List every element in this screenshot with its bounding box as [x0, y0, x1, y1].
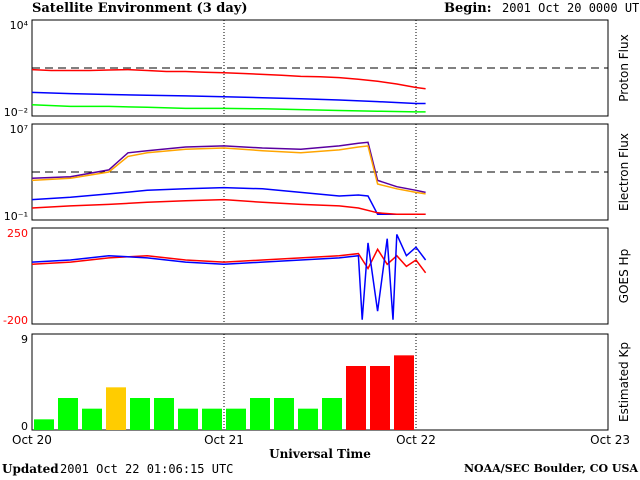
y-tick-bottom-kp: 0: [21, 420, 28, 433]
credit-text: NOAA/SEC Boulder, CO USA: [463, 462, 638, 475]
updated-value: 2001 Oct 22 01:06:15 UTC: [60, 462, 234, 476]
kp-bar-11: [298, 408, 318, 430]
y-axis-label-goes_hp: GOES Hp: [617, 249, 631, 303]
begin-label: Begin:: [444, 1, 492, 16]
kp-bar-8: [226, 408, 246, 430]
x-axis-title: Universal Time: [269, 447, 371, 461]
x-tick-label-1: Oct 21: [204, 433, 244, 447]
series-line-proton-green: [31, 104, 426, 113]
y-tick-top-electron: 10⁷: [10, 123, 28, 136]
kp-bar-10: [274, 398, 294, 430]
x-tick-label-3: Oct 23: [590, 433, 630, 447]
kp-bar-15: [394, 355, 414, 430]
page-title: Satellite Environment (3 day): [32, 1, 248, 16]
x-tick-label-0: Oct 20: [12, 433, 52, 447]
series-line-electron-orange: [31, 145, 426, 195]
kp-bar-3: [106, 387, 126, 430]
y-axis-label-electron: Electron Flux: [617, 133, 631, 211]
x-tick-label-2: Oct 22: [396, 433, 436, 447]
series-line-proton-red: [31, 68, 426, 90]
kp-bar-9: [250, 398, 270, 430]
updated-label: Updated: [2, 462, 59, 476]
series-line-electron-purple: [31, 141, 426, 194]
y-axis-label-proton: Proton Flux: [617, 34, 631, 101]
y-tick-bottom-electron: 10⁻¹: [4, 210, 28, 223]
series-line-proton-blue: [31, 91, 426, 105]
panel-frame-kp: [31, 333, 609, 431]
kp-bar-13: [346, 366, 366, 430]
kp-bar-2: [82, 408, 102, 430]
kp-bar-14: [370, 366, 390, 430]
kp-bar-1: [58, 398, 78, 430]
series-line-goes_hp-blue: [31, 234, 427, 320]
y-tick-top-kp: 9: [21, 333, 28, 346]
series-line-electron-red: [31, 198, 426, 216]
begin-value: 2001 Oct 20 0000 UTC: [502, 1, 640, 15]
y-tick-bottom-proton: 10⁻²: [4, 106, 28, 119]
y-tick-bottom-goes_hp: -200: [3, 314, 28, 327]
kp-bar-5: [154, 398, 174, 430]
y-tick-top-goes_hp: 250: [7, 227, 28, 240]
y-axis-label-kp: Estimated Kp: [617, 342, 631, 422]
kp-bar-7: [202, 408, 222, 430]
kp-bar-0: [34, 419, 54, 430]
kp-bar-12: [322, 398, 342, 430]
panel-frame-goes_hp: [31, 227, 609, 325]
y-tick-top-proton: 10⁴: [10, 19, 29, 32]
kp-bar-6: [178, 408, 198, 430]
kp-bar-4: [130, 398, 150, 430]
